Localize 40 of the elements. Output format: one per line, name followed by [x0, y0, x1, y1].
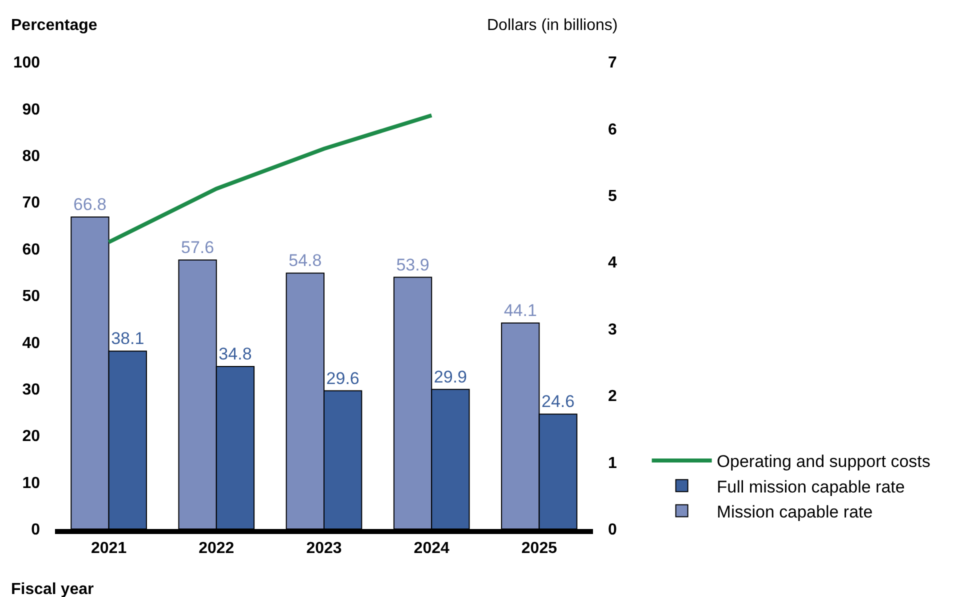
- legend-label: Operating and support costs: [716, 452, 930, 472]
- y-tick-label: 70: [22, 194, 40, 212]
- y-tick-label: 0: [31, 522, 40, 539]
- y-tick-label: 80: [22, 148, 40, 165]
- y-tick-label: 10: [22, 474, 40, 492]
- x-tick-label: 2021: [91, 540, 127, 558]
- y-tick-label: 100: [13, 54, 40, 72]
- y2-tick-label: 0: [608, 522, 617, 539]
- y2-tick-label: 4: [608, 254, 617, 272]
- y-tick-label: 60: [22, 241, 40, 258]
- x-tick-label: 2024: [414, 540, 450, 558]
- legend-label: Full mission capable rate: [716, 477, 905, 496]
- data-label: 38.1: [111, 329, 144, 348]
- x-tick-label: 2022: [198, 540, 234, 558]
- x-axis-title: Fiscal year: [11, 581, 94, 597]
- x-tick-label: 2025: [521, 540, 558, 558]
- y-tick-label: 20: [22, 428, 40, 446]
- data-label: 53.9: [396, 255, 430, 274]
- data-label: 29.9: [434, 367, 467, 386]
- data-label: 57.6: [181, 238, 214, 258]
- y-axis-title: Percentage: [11, 17, 98, 34]
- legend-label: Mission capable rate: [716, 502, 873, 522]
- y2-tick-label: 1: [608, 454, 617, 472]
- y-tick-label: 90: [22, 101, 40, 118]
- y2-axis-title: Dollars (in billions): [487, 17, 618, 34]
- data-label: 24.6: [541, 392, 575, 412]
- data-label: 54.8: [288, 251, 322, 270]
- y2-tick-label: 7: [608, 54, 617, 72]
- data-label: 66.8: [73, 195, 107, 214]
- y2-tick-label: 6: [608, 121, 617, 138]
- data-label: 29.6: [326, 368, 360, 388]
- data-label: 34.8: [218, 344, 252, 364]
- y2-tick-label: 2: [608, 388, 617, 406]
- y-tick-label: 30: [22, 382, 40, 398]
- y2-tick-label: 3: [608, 321, 617, 338]
- x-tick-label: 2023: [306, 540, 342, 558]
- y-tick-label: 40: [22, 334, 40, 352]
- data-label: 44.1: [504, 301, 537, 320]
- y2-tick-label: 5: [608, 188, 617, 206]
- y-tick-label: 50: [22, 288, 40, 306]
